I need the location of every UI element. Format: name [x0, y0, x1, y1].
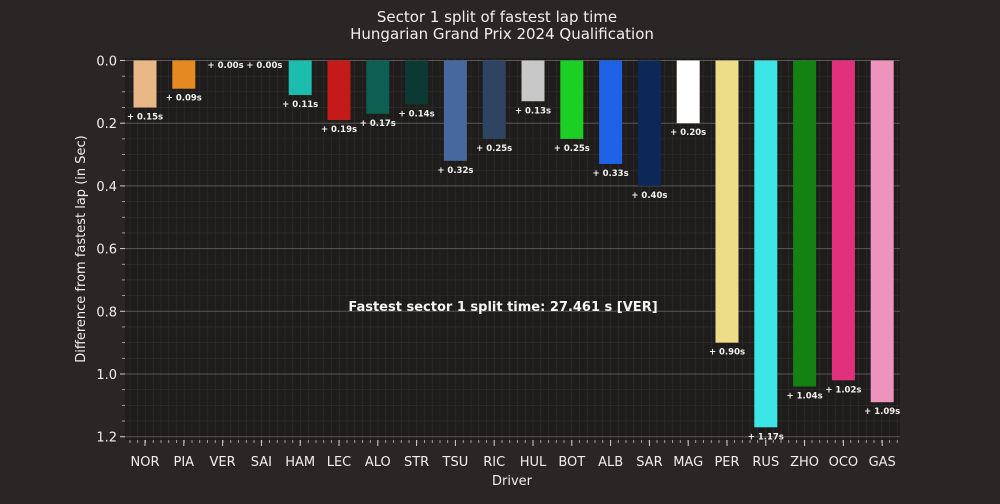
chart-title: Sector 1 split of fastest lap time: [377, 8, 617, 26]
bar-str: [405, 60, 429, 105]
bar-oco: [831, 60, 855, 381]
bar-value-label: + 0.11s: [282, 100, 318, 110]
x-axis: NOR PIA VER SAI HAM LEC ALO STR TSU RIC HUL BOT ALB S…: [129, 440, 898, 470]
y-tick-label: 1.2: [96, 431, 117, 446]
bar-sar: [637, 60, 661, 186]
x-tick-label: TSU: [442, 455, 469, 470]
bar-value-label: + 0.25s: [476, 144, 512, 154]
x-tick-label: SAR: [636, 455, 662, 470]
bar-bot: [560, 60, 584, 139]
x-tick-label: SAI: [251, 455, 272, 470]
bar-value-label: + 0.15s: [127, 113, 163, 123]
bar-alo: [366, 60, 390, 114]
bar-value-label: + 0.09s: [166, 94, 202, 104]
bar-tsu: [443, 60, 467, 161]
bar-ric: [482, 60, 506, 139]
bar-value-label: + 0.20s: [670, 128, 706, 138]
bar-value-label: + 0.33s: [593, 169, 629, 179]
bar-pia: [172, 60, 196, 89]
y-axis-label: Difference from fastest lap (in Sec): [74, 135, 89, 362]
bar-value-label: + 1.02s: [825, 385, 861, 395]
x-tick-label: HAM: [285, 455, 315, 470]
x-tick-label: ALO: [365, 455, 391, 470]
x-tick-label: PER: [714, 455, 739, 470]
bar-value-label: + 1.04s: [787, 392, 823, 402]
bar-value-label: + 0.25s: [554, 144, 590, 154]
x-tick-label: STR: [404, 455, 429, 470]
x-tick-label: RUS: [752, 455, 779, 470]
bar-mag: [676, 60, 700, 124]
x-tick-label: HUL: [520, 455, 547, 470]
bar-value-label: + 1.17s: [748, 432, 784, 442]
fastest-time-annotation: Fastest sector 1 split time: 27.461 s [V…: [348, 300, 657, 315]
x-tick-label: ALB: [598, 455, 623, 470]
bar-value-label: + 0.19s: [321, 125, 357, 135]
bar-ham: [288, 60, 312, 95]
x-tick-label: RIC: [483, 455, 505, 470]
bar-per: [715, 60, 739, 343]
bar-nor: [133, 60, 157, 108]
bar-gas: [870, 60, 894, 403]
y-axis: 0.0 0.2 0.4 0.6 0.8 1.0 1.2: [96, 55, 125, 446]
x-axis-label: Driver: [492, 474, 533, 489]
bars-group: [133, 60, 894, 428]
bar-value-label: + 0.40s: [631, 191, 667, 201]
x-tick-label: MAG: [673, 455, 703, 470]
x-tick-label: OCO: [829, 455, 859, 470]
bar-alb: [599, 60, 623, 164]
y-tick-label: 0.8: [96, 305, 117, 320]
bar-labels-group: + 0.15s+ 0.09s + 0.00s + 0.00s + 0.11s + 0.1…: [127, 61, 900, 442]
x-tick-label: GAS: [869, 455, 896, 470]
bar-value-label: + 0.90s: [709, 348, 745, 358]
bar-hul: [521, 60, 545, 102]
y-tick-label: 0.2: [96, 117, 117, 132]
bar-lec: [327, 60, 351, 121]
y-tick-label: 0.4: [96, 180, 117, 195]
y-tick-label: 0.0: [96, 55, 117, 70]
x-tick-label: LEC: [327, 455, 352, 470]
x-tick-label: NOR: [131, 455, 160, 470]
bar-zho: [793, 60, 817, 387]
chart-subtitle: Hungarian Grand Prix 2024 Qualification: [350, 25, 654, 43]
y-tick-label: 1.0: [96, 368, 117, 383]
bar-value-label: + 1.09s: [864, 407, 900, 417]
bar-value-label: + 0.00s: [246, 61, 282, 71]
bar-value-label: + 0.17s: [360, 119, 396, 129]
bar-rus: [754, 60, 778, 428]
x-tick-label: ZHO: [790, 455, 819, 470]
x-tick-label: BOT: [558, 455, 585, 470]
bar-value-label: + 0.13s: [515, 106, 551, 116]
bar-value-label: + 0.14s: [399, 109, 435, 119]
x-tick-label: VER: [210, 455, 236, 470]
bar-value-label: + 0.32s: [437, 166, 473, 176]
y-tick-label: 0.6: [96, 243, 117, 258]
bar-value-label: + 0.00s: [208, 61, 244, 71]
x-tick-label: PIA: [174, 455, 195, 470]
